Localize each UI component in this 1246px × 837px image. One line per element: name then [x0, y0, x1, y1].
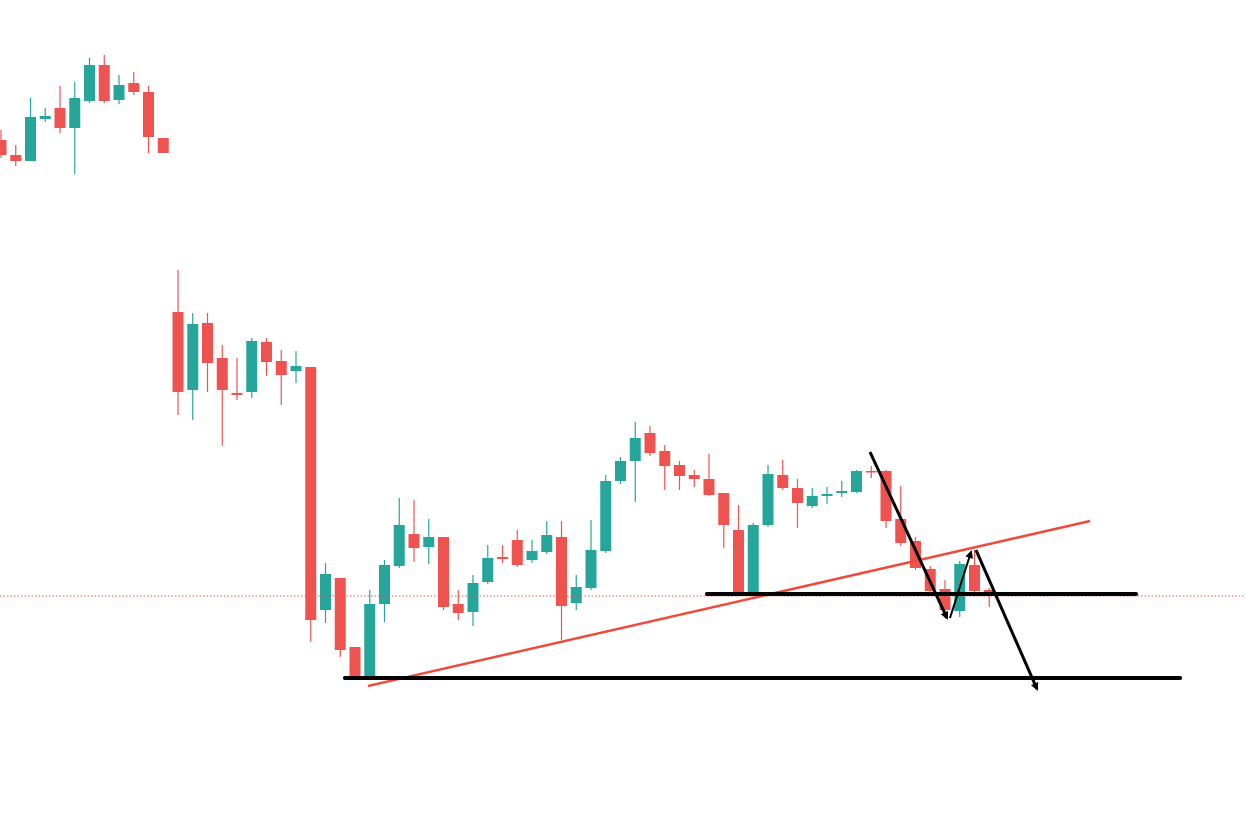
- candle-body: [792, 488, 803, 503]
- candle-body: [939, 589, 951, 610]
- candle-body: [629, 438, 641, 461]
- candle-body: [364, 604, 376, 678]
- candles: [0, 55, 995, 680]
- candle-body: [570, 587, 582, 603]
- candle-body: [25, 117, 36, 161]
- candle-body: [865, 471, 877, 473]
- arrow: [974, 549, 1039, 691]
- candle-body: [143, 92, 154, 137]
- candle-body: [467, 583, 479, 612]
- candle-body: [275, 361, 287, 375]
- candle-body: [747, 525, 759, 593]
- candle-body: [659, 451, 671, 466]
- candle-body: [216, 358, 228, 390]
- candle-body: [438, 537, 449, 607]
- candle-body: [703, 479, 715, 495]
- candle-body: [600, 481, 612, 551]
- candle-body: [511, 540, 523, 565]
- trend-line: [367, 519, 1091, 688]
- candle-body: [895, 519, 907, 543]
- candle-body: [688, 475, 700, 479]
- candle-body: [762, 474, 774, 525]
- candle-body: [349, 647, 361, 678]
- candle-body: [910, 541, 921, 568]
- candle-body: [777, 475, 789, 488]
- candle-body: [806, 496, 818, 506]
- candle-body: [128, 83, 140, 92]
- candle-body: [408, 534, 420, 548]
- candle-body: [423, 537, 435, 547]
- candle-body: [851, 471, 862, 492]
- candle-body: [202, 323, 213, 363]
- candle-body: [172, 312, 184, 392]
- candle-body: [379, 565, 390, 604]
- candle-body: [452, 604, 464, 613]
- candle-body: [497, 557, 508, 559]
- candle-body: [836, 491, 848, 493]
- candle-body: [290, 366, 302, 371]
- candle-body: [0, 140, 7, 155]
- candle-body: [615, 461, 626, 481]
- candle-body: [157, 138, 169, 153]
- candle-body: [983, 590, 995, 592]
- candle-body: [718, 493, 730, 525]
- candle-body: [69, 98, 81, 128]
- candle-body: [10, 155, 22, 161]
- candle-body: [541, 535, 553, 552]
- candle-body: [84, 65, 95, 101]
- candle-body: [644, 433, 656, 453]
- arrow: [868, 451, 949, 620]
- candle-body: [733, 530, 744, 593]
- candle-body: [39, 116, 51, 119]
- candle-body: [261, 342, 272, 362]
- candle-body: [246, 341, 258, 392]
- candle-body: [482, 558, 494, 582]
- candle-body: [821, 494, 833, 496]
- candle-body: [320, 574, 331, 610]
- candle-body: [231, 393, 243, 395]
- arrow: [949, 550, 973, 619]
- candle-body: [54, 108, 66, 128]
- candle-body: [556, 537, 567, 606]
- candle-body: [98, 65, 110, 101]
- candle-body: [880, 471, 892, 521]
- candle-body: [305, 367, 317, 620]
- candle-body: [969, 565, 980, 591]
- candle-body: [187, 324, 199, 390]
- candle-body: [585, 550, 597, 588]
- candle-body: [393, 525, 405, 566]
- candle-body: [113, 85, 125, 100]
- candle-body: [334, 578, 346, 650]
- candle-body: [674, 465, 685, 476]
- candle-body: [526, 551, 538, 560]
